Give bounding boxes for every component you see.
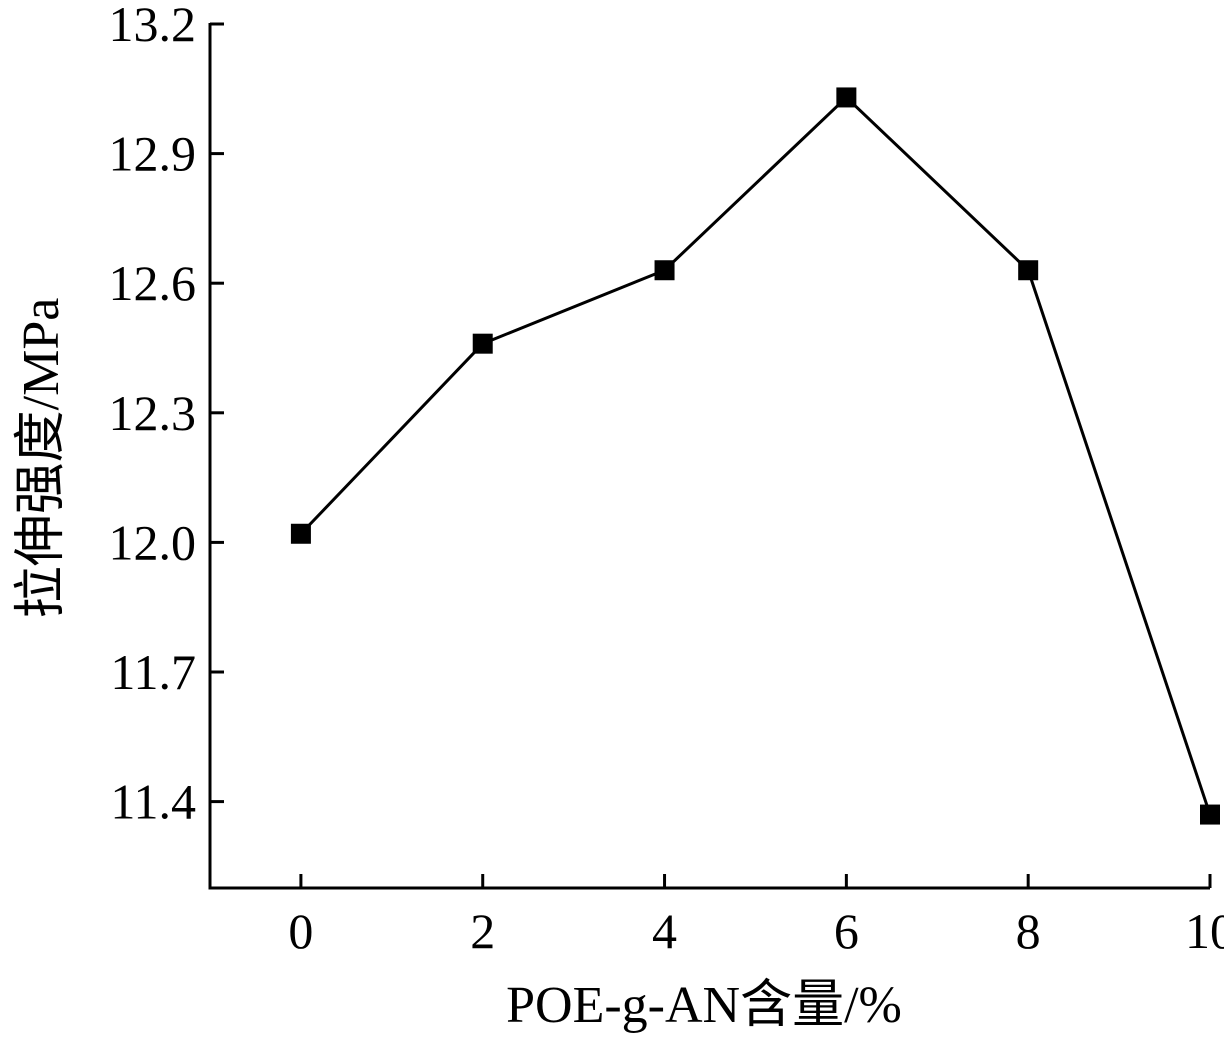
data-point: [472, 333, 493, 354]
y-tick-label: 11.4: [110, 774, 196, 830]
y-tick-label: 13.2: [109, 0, 197, 52]
x-tick-label: 6: [834, 903, 859, 959]
x-tick-label: 8: [1016, 903, 1041, 959]
y-tick-label: 12.3: [109, 385, 197, 441]
data-point: [290, 523, 311, 544]
x-axis-title: POE-g-AN含量/%: [506, 977, 902, 1034]
data-point: [836, 87, 857, 108]
y-tick-label: 11.7: [110, 644, 196, 700]
x-tick-label: 10: [1185, 903, 1224, 959]
x-tick-label: 4: [652, 903, 677, 959]
y-axis-title: 拉伸强度/MPa: [13, 298, 70, 619]
y-tick-label: 12.6: [109, 255, 197, 311]
series-group: [290, 87, 1220, 825]
data-point: [1200, 804, 1220, 825]
y-ticks: 11.4 11.7 12.0 12.3 12.6 12.9 13.2: [109, 0, 224, 830]
data-point: [1018, 260, 1039, 281]
x-tick-label: 0: [288, 903, 313, 959]
y-tick-label: 12.0: [109, 514, 197, 570]
data-point: [654, 260, 675, 281]
x-ticks: 0 2 4 6 8 10: [288, 874, 1224, 959]
series-line: [299, 95, 1212, 816]
axes: [208, 23, 1210, 890]
x-tick-label: 2: [470, 903, 495, 959]
y-tick-label: 12.9: [109, 126, 197, 182]
